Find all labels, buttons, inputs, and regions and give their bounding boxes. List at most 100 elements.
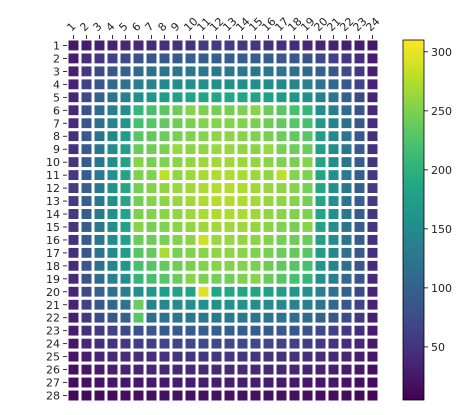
heatmap-cell — [312, 193, 329, 210]
heatmap-cell — [104, 374, 121, 391]
heatmap-cell — [169, 76, 186, 93]
heatmap-cell — [156, 374, 173, 391]
heatmap-cell — [221, 244, 238, 261]
heatmap-cell — [208, 50, 225, 67]
heatmap-cell — [91, 309, 108, 326]
heatmap-cell — [299, 50, 316, 67]
heatmap-cell — [273, 89, 290, 106]
heatmap-cell — [182, 89, 199, 106]
heatmap-cell — [156, 115, 173, 132]
heatmap-cell — [273, 193, 290, 210]
heatmap-cell — [364, 193, 381, 210]
heatmap-cell — [117, 296, 134, 313]
heatmap-cell — [364, 283, 381, 300]
heatmap-cell — [299, 219, 316, 235]
heatmap-cell — [208, 348, 225, 365]
heatmap-cell — [221, 219, 238, 235]
heatmap-cell — [351, 206, 368, 222]
heatmap-cell — [299, 128, 316, 145]
heatmap-cell — [91, 361, 108, 378]
heatmap-cell — [104, 128, 121, 145]
heatmap-cell — [338, 309, 355, 326]
heatmap-cell — [273, 322, 290, 339]
heatmap-cell — [338, 257, 355, 274]
heatmap-cell — [221, 387, 238, 404]
heatmap-cell — [299, 167, 316, 184]
heatmap-cell — [104, 193, 121, 210]
heatmap-cell — [208, 335, 225, 352]
heatmap-cell — [273, 76, 290, 93]
heatmap-cell — [299, 374, 316, 391]
y-tick-label: 6 — [53, 104, 60, 117]
heatmap-cell — [156, 102, 173, 119]
heatmap-cell — [143, 361, 160, 378]
heatmap-cell — [312, 206, 329, 222]
heatmap-cell — [130, 335, 147, 352]
heatmap-cell — [299, 387, 316, 404]
heatmap-cell — [299, 309, 316, 326]
heatmap-cell — [130, 296, 147, 313]
heatmap-cell — [78, 219, 95, 235]
heatmap-cell — [338, 270, 355, 287]
heatmap-cell — [286, 206, 303, 222]
heatmap-cell — [156, 193, 173, 210]
heatmap-cell — [286, 180, 303, 197]
heatmap-cell — [91, 296, 108, 313]
heatmap-cell — [117, 348, 134, 365]
heatmap-cell — [325, 244, 342, 261]
heatmap-cell — [156, 270, 173, 287]
heatmap-cell — [312, 361, 329, 378]
x-tick-label: 4 — [103, 20, 117, 34]
heatmap-cell — [130, 387, 147, 404]
heatmap-cell — [234, 283, 251, 300]
heatmap-cell — [299, 257, 316, 274]
heatmap-cell — [273, 283, 290, 300]
heatmap-cell — [182, 37, 199, 54]
heatmap-cell — [234, 296, 251, 313]
heatmap-cell — [65, 283, 82, 300]
heatmap-cell — [325, 193, 342, 210]
heatmap-cell — [234, 115, 251, 132]
y-tick-label: 5 — [53, 91, 60, 104]
heatmap-cell — [156, 37, 173, 54]
heatmap-cell — [91, 231, 108, 248]
heatmap-cell — [325, 309, 342, 326]
heatmap-cell — [156, 335, 173, 352]
heatmap-cell — [299, 270, 316, 287]
heatmap-cell — [247, 257, 264, 274]
heatmap-cell — [247, 322, 264, 339]
heatmap-cell — [182, 322, 199, 339]
heatmap-cell — [338, 154, 355, 171]
heatmap-cell — [117, 76, 134, 93]
heatmap-cell — [312, 322, 329, 339]
heatmap-cell — [260, 361, 277, 378]
heatmap-cell — [338, 128, 355, 145]
heatmap-cell — [117, 231, 134, 248]
heatmap-cell — [312, 348, 329, 365]
heatmap-cell — [169, 309, 186, 326]
y-tick-label: 10 — [46, 156, 60, 169]
heatmap-cell — [273, 296, 290, 313]
heatmap-cell — [156, 219, 173, 235]
heatmap-cell — [286, 322, 303, 339]
heatmap-cell — [286, 102, 303, 119]
heatmap-cell — [143, 50, 160, 67]
heatmap-cell — [273, 50, 290, 67]
heatmap-cell — [91, 128, 108, 145]
heatmap-cell — [195, 102, 212, 119]
heatmap-cell — [104, 387, 121, 404]
heatmap-cell — [325, 219, 342, 235]
heatmap-cell — [195, 141, 212, 158]
heatmap-cell — [91, 102, 108, 119]
heatmap-cell — [143, 89, 160, 106]
heatmap-cell — [364, 322, 381, 339]
heatmap-cell — [247, 387, 264, 404]
heatmap-cell — [286, 50, 303, 67]
heatmap-cell — [247, 361, 264, 378]
heatmap-cell — [286, 76, 303, 93]
heatmap-cell — [286, 296, 303, 313]
heatmap-cell — [65, 219, 82, 235]
heatmap-cell — [247, 141, 264, 158]
heatmap-cell — [182, 193, 199, 210]
heatmap-cell — [364, 102, 381, 119]
